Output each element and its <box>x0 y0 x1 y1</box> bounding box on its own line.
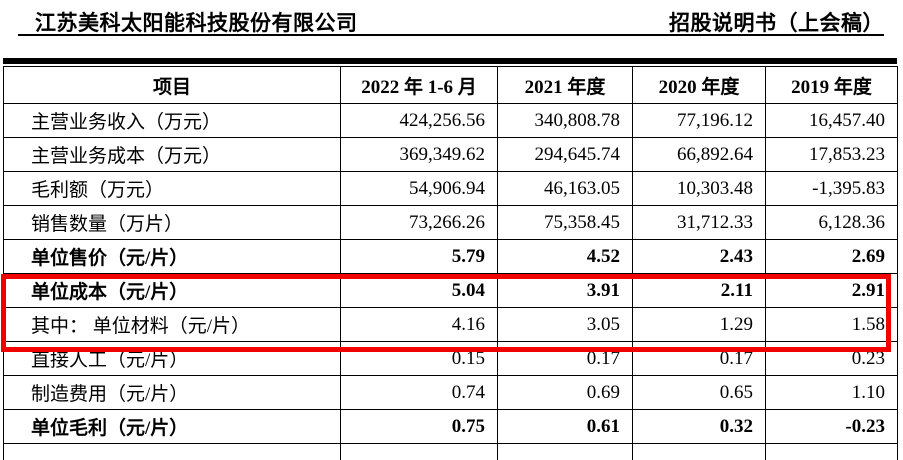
table-row-unit-cost: 单位成本（元/片） 5.04 3.91 2.11 2.91 <box>3 273 898 308</box>
col-header-2020: 2020 年度 <box>632 66 766 104</box>
row-label: 其中： 单位材料（元/片） <box>3 307 341 342</box>
table-row-sales-volume: 销售数量（万片） 73,266.26 75,358.45 31,712.33 6… <box>3 205 898 240</box>
cell-empty <box>765 443 898 460</box>
cell-value: 5.79 <box>340 239 498 274</box>
table-top-border <box>3 58 897 64</box>
table-row-revenue: 主营业务收入（万元） 424,256.56 340,808.78 77,196.… <box>3 103 898 138</box>
company-name: 江苏美科太阳能科技股份有限公司 <box>35 11 358 35</box>
table-row-partial <box>3 443 898 460</box>
row-label: 销售数量（万片） <box>3 205 341 240</box>
cell-value: 4.16 <box>340 307 498 342</box>
table-row-manufacturing-expense: 制造费用（元/片） 0.74 0.69 0.65 1.10 <box>3 375 898 410</box>
row-label: 制造费用（元/片） <box>3 375 341 410</box>
cell-value: 5.04 <box>340 273 498 308</box>
unit-cost-table: 项目 2022 年 1-6 月 2021 年度 2020 年度 2019 年度 … <box>3 66 898 460</box>
cell-value: 77,196.12 <box>632 103 766 138</box>
cell-value: 75,358.45 <box>497 205 633 240</box>
row-label: 单位售价（元/片） <box>3 239 341 274</box>
row-label: 直接人工（元/片） <box>3 341 341 376</box>
cell-value: 3.05 <box>497 307 633 342</box>
cell-value: 66,892.64 <box>632 137 766 172</box>
cell-value: 2.43 <box>632 239 766 274</box>
col-header-2022h1: 2022 年 1-6 月 <box>340 66 498 104</box>
cell-value: 31,712.33 <box>632 205 766 240</box>
table-row-gross-profit: 毛利额（万元） 54,906.94 46,163.05 10,303.48 -1… <box>3 171 898 206</box>
cell-value: 1.29 <box>632 307 766 342</box>
cell-value: 10,303.48 <box>632 171 766 206</box>
cell-empty <box>632 443 766 460</box>
row-label: 单位成本（元/片） <box>3 273 341 308</box>
table-row-direct-labor: 直接人工（元/片） 0.15 0.17 0.17 0.23 <box>3 341 898 376</box>
cell-value: 0.23 <box>765 341 898 376</box>
table-row-cost: 主营业务成本（万元） 369,349.62 294,645.74 66,892.… <box>3 137 898 172</box>
document-type: 招股说明书（上会稿） <box>669 11 884 35</box>
cell-value: 0.61 <box>497 409 633 444</box>
cell-value: 0.75 <box>340 409 498 444</box>
row-label: 毛利额（万元） <box>3 171 341 206</box>
cell-value: 3.91 <box>497 273 633 308</box>
cell-value: 369,349.62 <box>340 137 498 172</box>
row-label: 主营业务成本（万元） <box>3 137 341 172</box>
cell-value: 6,128.36 <box>765 205 898 240</box>
cell-value: 2.91 <box>765 273 898 308</box>
financial-table-container: 项目 2022 年 1-6 月 2021 年度 2020 年度 2019 年度 … <box>1 58 898 460</box>
cell-value: 0.69 <box>497 375 633 410</box>
cell-value: 424,256.56 <box>340 103 498 138</box>
cell-value: 340,808.78 <box>497 103 633 138</box>
row-label: 主营业务收入（万元） <box>3 103 341 138</box>
cell-empty <box>3 443 341 460</box>
cell-value: 17,853.23 <box>765 137 898 172</box>
cell-value: 16,457.40 <box>765 103 898 138</box>
cell-empty <box>340 443 498 460</box>
cell-value: 0.17 <box>632 341 766 376</box>
cell-value: 1.58 <box>765 307 898 342</box>
cell-value: 0.32 <box>632 409 766 444</box>
cell-value: 0.15 <box>340 341 498 376</box>
header-divider <box>18 34 884 36</box>
cell-value: 0.65 <box>632 375 766 410</box>
row-label: 单位毛利（元/片） <box>3 409 341 444</box>
table-row-unit-material: 其中： 单位材料（元/片） 4.16 3.05 1.29 1.58 <box>3 307 898 342</box>
cell-value: 54,906.94 <box>340 171 498 206</box>
cell-value: 2.69 <box>765 239 898 274</box>
table-row-unit-gross-profit: 单位毛利（元/片） 0.75 0.61 0.32 -0.23 <box>3 409 898 444</box>
cell-value: 4.52 <box>497 239 633 274</box>
cell-value: 2.11 <box>632 273 766 308</box>
table-row-unit-price: 单位售价（元/片） 5.79 4.52 2.43 2.69 <box>3 239 898 274</box>
page-header: 江苏美科太阳能科技股份有限公司 招股说明书（上会稿） <box>35 7 884 37</box>
cell-value: -0.23 <box>765 409 898 444</box>
cell-value: 0.74 <box>340 375 498 410</box>
col-header-item: 项目 <box>3 66 341 104</box>
cell-value: 294,645.74 <box>497 137 633 172</box>
cell-value: 73,266.26 <box>340 205 498 240</box>
cell-value: 0.17 <box>497 341 633 376</box>
cell-value: -1,395.83 <box>765 171 898 206</box>
cell-value: 46,163.05 <box>497 171 633 206</box>
col-header-2019: 2019 年度 <box>765 66 898 104</box>
cell-empty <box>497 443 633 460</box>
cell-value: 1.10 <box>765 375 898 410</box>
table-header-row: 项目 2022 年 1-6 月 2021 年度 2020 年度 2019 年度 <box>3 66 898 104</box>
col-header-2021: 2021 年度 <box>497 66 633 104</box>
